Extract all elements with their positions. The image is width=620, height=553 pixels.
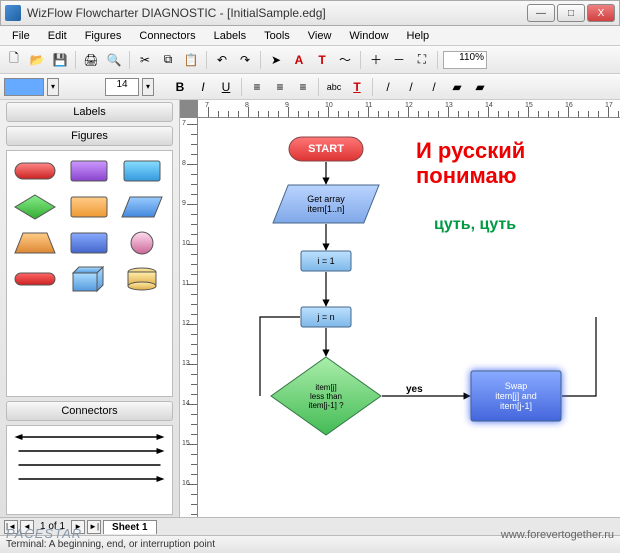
format-toolbar: ▾ 14 ▾ BIU≡≡≡abcT///▰▰ <box>0 74 620 100</box>
site-watermark: www.forevertogether.ru <box>501 529 614 541</box>
menu-help[interactable]: Help <box>399 28 438 44</box>
menu-file[interactable]: File <box>4 28 38 44</box>
figure-parallelogram[interactable] <box>120 193 164 221</box>
menu-connectors[interactable]: Connectors <box>131 28 203 44</box>
figure-diamond[interactable] <box>13 193 57 221</box>
figure-rect[interactable] <box>120 157 164 185</box>
text-t-icon[interactable]: T <box>312 50 332 70</box>
align-left-button[interactable]: ≡ <box>247 77 267 97</box>
print-icon[interactable]: 🖨 <box>81 50 101 70</box>
titlebar: WizFlow Flowcharter DIAGNOSTIC - [Initia… <box>0 0 620 26</box>
flow-node-getarray[interactable]: Get array item[1..n] <box>272 184 380 224</box>
horizontal-ruler: 7891011121314151617 <box>198 100 620 118</box>
open-icon[interactable]: 📂 <box>27 50 47 70</box>
labels-panel-header[interactable]: Labels <box>6 102 173 122</box>
canvas-text[interactable]: И русский понимаю <box>416 138 525 189</box>
side-panel: Labels Figures Connectors <box>0 100 180 517</box>
pacestar-logo: PACESTAR <box>6 526 82 541</box>
U-button[interactable]: U <box>216 77 236 97</box>
line3-button[interactable]: / <box>424 77 444 97</box>
font-size-field[interactable]: 14 <box>105 78 139 96</box>
menu-labels[interactable]: Labels <box>206 28 254 44</box>
connector-style[interactable] <box>11 444 168 458</box>
figure-rect[interactable] <box>67 157 111 185</box>
save-icon[interactable]: 💾 <box>50 50 70 70</box>
canvas-area: 7891011121314151617 78910111213141516 ST… <box>180 100 620 517</box>
vertical-ruler: 78910111213141516 <box>180 118 198 517</box>
figure-pill[interactable] <box>13 265 57 293</box>
connector-style[interactable] <box>11 430 168 444</box>
minimize-button[interactable]: — <box>527 4 555 22</box>
flow-node-swap[interactable]: Swap item[j] and item[j-1] <box>470 370 562 422</box>
flow-node-i1[interactable]: i = 1 <box>300 250 352 272</box>
last-sheet-button[interactable]: ►| <box>87 520 101 534</box>
figure-terminator[interactable] <box>13 157 57 185</box>
align-center-button[interactable]: ≡ <box>270 77 290 97</box>
figures-palette <box>6 150 173 397</box>
flow-node-start[interactable]: START <box>288 136 364 162</box>
I-button[interactable]: I <box>193 77 213 97</box>
close-button[interactable]: X <box>587 4 615 22</box>
figure-cylinder[interactable] <box>120 265 164 293</box>
connector-style[interactable] <box>11 458 168 472</box>
preview-icon[interactable]: 🔍 <box>104 50 124 70</box>
paste-icon[interactable]: 📋 <box>181 50 201 70</box>
figure-rect[interactable] <box>67 229 111 257</box>
menu-window[interactable]: Window <box>341 28 396 44</box>
line1-button[interactable]: / <box>378 77 398 97</box>
B-button[interactable]: B <box>170 77 190 97</box>
cut-icon[interactable]: ✂ <box>135 50 155 70</box>
align-right-button[interactable]: ≡ <box>293 77 313 97</box>
canvas[interactable]: START Get array item[1..n] i = 1 j = n item[… <box>198 118 620 517</box>
flow-node-jn[interactable]: j = n <box>300 306 352 328</box>
zoom-in-icon[interactable]: ＋ <box>366 50 386 70</box>
text-color-button[interactable]: T <box>347 77 367 97</box>
app-icon <box>5 5 21 21</box>
figure-trapezoid[interactable] <box>13 229 57 257</box>
paint2-button[interactable]: ▰ <box>470 77 490 97</box>
zoom-field[interactable]: 110% <box>443 51 487 69</box>
menubar: FileEditFiguresConnectorsLabelsToolsView… <box>0 26 620 46</box>
copy-icon[interactable]: ⧉ <box>158 50 178 70</box>
pointer-icon[interactable]: ➤ <box>266 50 286 70</box>
connector-icon[interactable]: ～ <box>335 50 355 70</box>
menu-tools[interactable]: Tools <box>256 28 298 44</box>
maximize-button[interactable]: □ <box>557 4 585 22</box>
sheet-tab[interactable]: Sheet 1 <box>103 520 157 534</box>
fit-icon[interactable]: ⛶ <box>412 50 432 70</box>
undo-icon[interactable]: ↶ <box>212 50 232 70</box>
redo-icon[interactable]: ↷ <box>235 50 255 70</box>
menu-figures[interactable]: Figures <box>77 28 130 44</box>
zoom-out-icon[interactable]: － <box>389 50 409 70</box>
line-a-icon[interactable]: A <box>289 50 309 70</box>
color-picker[interactable] <box>4 78 44 96</box>
fontsize-dropdown-icon[interactable]: ▾ <box>142 78 154 96</box>
new-icon[interactable]: 🗋 <box>4 50 24 70</box>
line2-button[interactable]: / <box>401 77 421 97</box>
connectors-palette <box>6 425 173 515</box>
menu-view[interactable]: View <box>300 28 340 44</box>
color-dropdown-icon[interactable]: ▾ <box>47 78 59 96</box>
figure-cube[interactable] <box>67 265 111 293</box>
edge-label-yes: yes <box>406 384 423 395</box>
connector-style[interactable] <box>11 472 168 486</box>
figures-panel-header[interactable]: Figures <box>6 126 173 146</box>
window-title: WizFlow Flowcharter DIAGNOSTIC - [Initia… <box>27 6 527 20</box>
main-toolbar: 🗋📂💾 🖨🔍 ✂⧉📋 ↶↷ ➤AT～ ＋－⛶ 110% <box>0 46 620 74</box>
connectors-panel-header[interactable]: Connectors <box>6 401 173 421</box>
flow-node-decision[interactable]: item[j] less than item[j-1] ? <box>270 356 382 436</box>
abc-button[interactable]: abc <box>324 77 344 97</box>
paint1-button[interactable]: ▰ <box>447 77 467 97</box>
canvas-text[interactable]: цуть, цуть <box>434 216 516 234</box>
menu-edit[interactable]: Edit <box>40 28 75 44</box>
figure-rect[interactable] <box>67 193 111 221</box>
figure-circle[interactable] <box>120 229 164 257</box>
